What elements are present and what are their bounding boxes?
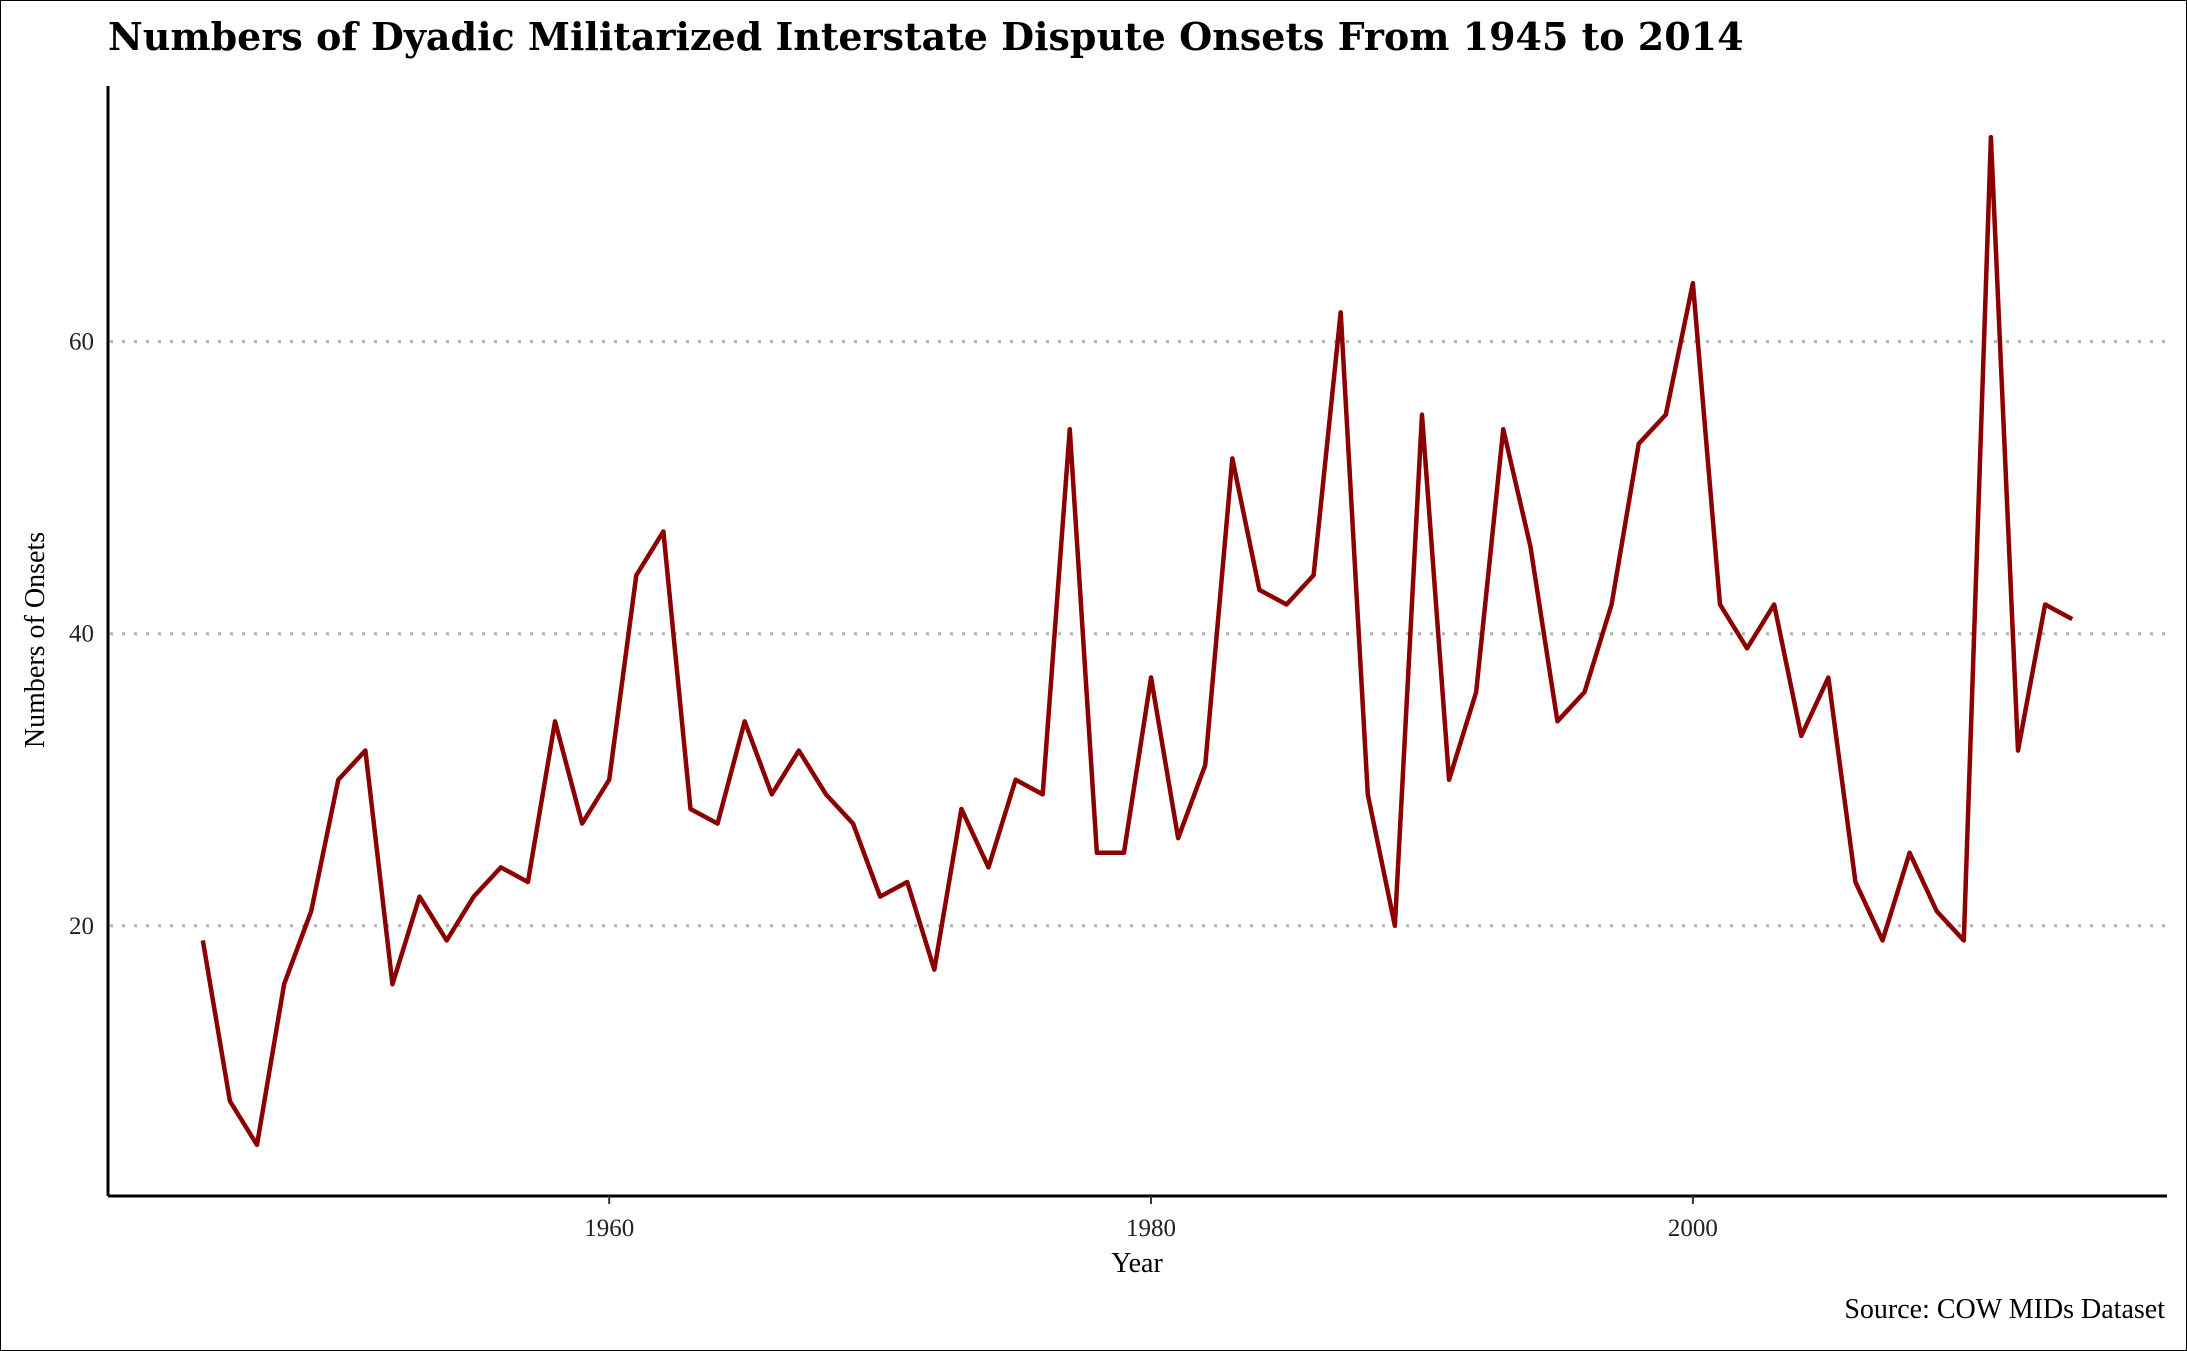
data-point-2004 [1798,733,1804,739]
data-point-1961 [633,572,639,578]
data-point-2013 [2042,601,2048,607]
data-point-1967 [796,748,802,754]
data-point-1992 [1473,689,1479,695]
data-point-1947 [254,1142,260,1148]
data-point-2007 [1880,937,1886,943]
data-point-1945 [200,937,206,943]
data-point-1958 [552,718,558,724]
data-point-1991 [1446,777,1452,783]
data-point-2000 [1690,280,1696,286]
data-point-1964 [715,821,721,827]
data-point-2014 [2069,616,2075,622]
data-point-1963 [687,806,693,812]
data-point-1985 [1284,601,1290,607]
data-point-1977 [1067,426,1073,432]
data-point-2008 [1907,850,1913,856]
data-point-1952 [389,981,395,987]
data-point-2001 [1717,601,1723,607]
data-point-1960 [606,777,612,783]
x-tick-label-2000: 2000 [1668,1215,1718,1242]
data-point-2006 [1852,879,1858,885]
data-point-1968 [823,791,829,797]
data-point-1980 [1148,675,1154,681]
data-point-1976 [1040,791,1046,797]
data-point-1986 [1311,572,1317,578]
data-point-1965 [742,718,748,724]
series-line-0 [200,134,2074,1148]
y-tick-label-20: 20 [69,913,94,940]
data-point-1993 [1500,426,1506,432]
data-point-1989 [1392,923,1398,929]
data-point-1987 [1338,309,1344,315]
y-axis-title: Numbers of Onsets [20,532,51,748]
data-point-1996 [1582,689,1588,695]
data-point-1997 [1609,601,1615,607]
data-point-1957 [525,879,531,885]
x-tick-label-1980: 1980 [1126,1215,1176,1242]
data-point-1984 [1256,587,1262,593]
data-point-1988 [1365,791,1371,797]
data-point-1983 [1229,455,1235,461]
data-point-1990 [1419,412,1425,418]
data-point-1975 [1013,777,1019,783]
chart-caption: Source: COW MIDs Dataset [1844,1294,2165,1325]
data-point-1959 [579,821,585,827]
data-point-1981 [1175,835,1181,841]
data-point-1971 [904,879,910,885]
data-point-2010 [1961,937,1967,943]
axis-ticks: 20 40 60 1960 1980 2000 [69,329,1718,1242]
series-layer [200,134,2075,1148]
grid-lines [110,340,2167,928]
data-point-2012 [2015,748,2021,754]
data-point-1951 [362,748,368,754]
data-point-1970 [877,894,883,900]
x-axis-title: Year [1111,1248,1163,1279]
data-point-1998 [1636,441,1642,447]
data-point-1966 [769,791,775,797]
x-tick-label-1960: 1960 [584,1215,634,1242]
data-point-2011 [1988,134,1994,140]
data-point-1969 [850,821,856,827]
data-point-1979 [1121,850,1127,856]
data-point-2009 [1934,908,1940,914]
y-tick-label-60: 60 [69,329,94,356]
data-point-1999 [1663,412,1669,418]
data-point-1978 [1094,850,1100,856]
data-point-1962 [660,528,666,534]
data-point-2002 [1744,645,1750,651]
axes [106,86,2167,1198]
data-point-1949 [308,908,314,914]
chart-title: Numbers of Dyadic Militarized Interstate… [108,14,1744,59]
data-point-1982 [1202,762,1208,768]
data-point-2003 [1771,601,1777,607]
data-point-2005 [1825,675,1831,681]
data-point-1973 [958,806,964,812]
data-point-1955 [471,894,477,900]
data-point-1954 [444,937,450,943]
data-point-1995 [1554,718,1560,724]
data-point-1950 [335,777,341,783]
y-tick-label-40: 40 [69,621,94,648]
data-point-1953 [417,894,423,900]
data-point-1946 [227,1098,233,1104]
data-point-1974 [985,864,991,870]
data-point-1956 [498,864,504,870]
data-point-1972 [931,967,937,973]
data-point-1948 [281,981,287,987]
data-point-1994 [1527,543,1533,549]
